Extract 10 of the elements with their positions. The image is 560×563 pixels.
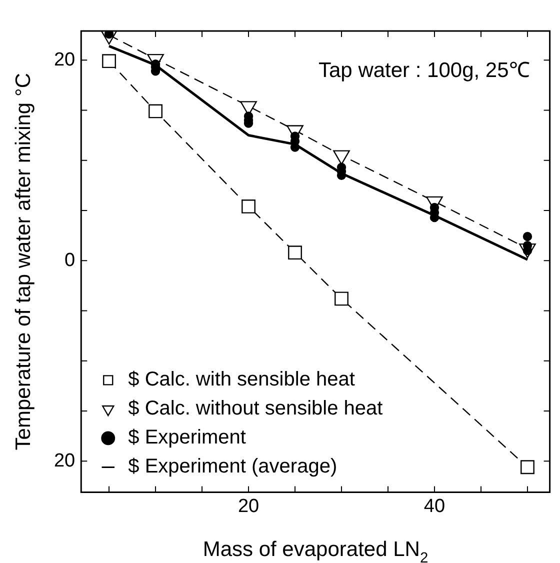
legend-label: $ Experiment (average)	[128, 456, 338, 478]
y-tick-label: 0	[64, 250, 76, 271]
y-tick-label: 20	[54, 49, 76, 70]
legend-label: $ Experiment	[128, 426, 246, 449]
legend-label: $ Calc. with sensible heat	[128, 368, 356, 391]
legend-label: $ Calc. without sensible heat	[128, 398, 384, 420]
x-tick-label: 40	[424, 496, 446, 517]
y-axis-title: Temperature of tap water after mixing °C	[12, 72, 35, 450]
y-tick-label: 20	[54, 450, 76, 472]
annotation: Tap water : 100g, 25℃	[318, 58, 530, 82]
